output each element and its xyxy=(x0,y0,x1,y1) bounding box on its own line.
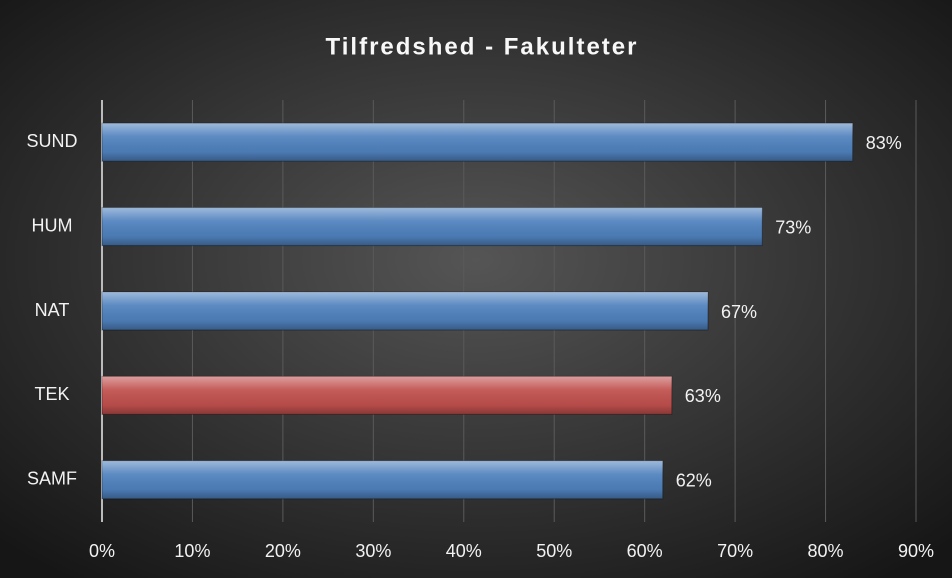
x-tick-label: 40% xyxy=(446,541,482,561)
x-tick-label: 30% xyxy=(355,541,391,561)
x-tick-label: 20% xyxy=(265,541,301,561)
x-tick-label: 90% xyxy=(898,541,934,561)
y-tick-label: NAT xyxy=(35,300,70,320)
y-tick-label: SAMF xyxy=(27,469,77,489)
bar-shine xyxy=(102,376,672,415)
value-label: 62% xyxy=(676,471,712,491)
bar-shine xyxy=(102,207,763,246)
chart-title: Tilfredshed - Fakulteter xyxy=(326,33,639,60)
bar-shine xyxy=(102,123,853,162)
x-tick-label: 70% xyxy=(717,541,753,561)
x-tick-label: 10% xyxy=(174,541,210,561)
y-tick-label: TEK xyxy=(34,384,69,404)
x-tick-label: 60% xyxy=(627,541,663,561)
value-label: 63% xyxy=(685,386,721,406)
y-tick-label: HUM xyxy=(32,215,73,235)
bar-shine xyxy=(102,460,663,499)
value-label: 83% xyxy=(866,133,902,153)
x-tick-label: 80% xyxy=(808,541,844,561)
bar-shine xyxy=(102,292,708,330)
value-label: 73% xyxy=(775,217,811,237)
y-tick-label: SUND xyxy=(26,131,77,151)
x-tick-label: 0% xyxy=(89,541,115,561)
value-label: 67% xyxy=(721,302,757,322)
x-tick-label: 50% xyxy=(536,541,572,561)
